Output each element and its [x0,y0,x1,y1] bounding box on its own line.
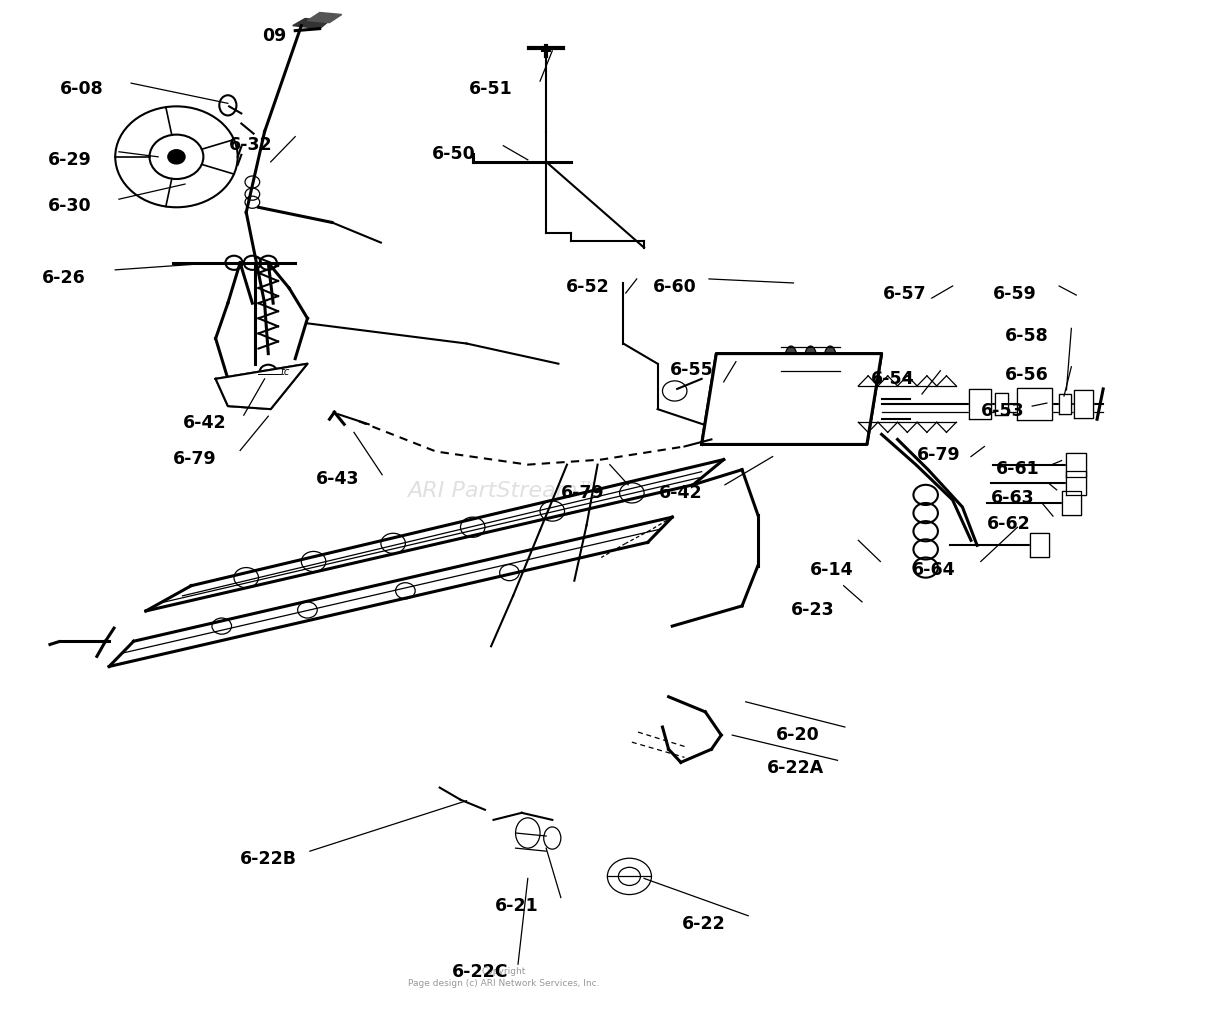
Text: 6-29: 6-29 [48,151,92,169]
Text: 6-42: 6-42 [183,413,226,432]
Bar [968,389,990,420]
Text: 6-52: 6-52 [566,278,610,295]
Text: 6-51: 6-51 [469,80,513,98]
Polygon shape [293,19,330,29]
Text: 6-21: 6-21 [494,896,539,914]
Text: 6-59: 6-59 [993,285,1037,302]
Text: 6-79: 6-79 [561,483,605,501]
Polygon shape [216,364,308,409]
Bar [995,393,1007,416]
Bar [1017,388,1052,421]
Polygon shape [1029,534,1049,558]
Bar [1066,453,1086,477]
Text: 6-14: 6-14 [810,560,853,578]
Text: 6-22A: 6-22A [767,758,823,776]
Ellipse shape [785,347,798,372]
Text: 6-30: 6-30 [48,197,92,215]
Text: 6-23: 6-23 [791,601,834,619]
Polygon shape [1061,491,1081,516]
Text: 6-55: 6-55 [670,360,714,378]
Text: 6-61: 6-61 [995,459,1039,477]
Bar [1029,534,1049,558]
Polygon shape [702,354,882,445]
Bar [1074,390,1093,419]
Text: 6-26: 6-26 [42,269,86,287]
Text: 6-42: 6-42 [659,483,702,501]
Text: 6-08: 6-08 [60,80,104,98]
Text: Page design (c) ARI Network Services, Inc.: Page design (c) ARI Network Services, In… [407,979,599,988]
Text: 6-79: 6-79 [917,445,961,463]
Text: 6-58: 6-58 [1005,328,1049,345]
Text: Copyright: Copyright [481,967,525,976]
Ellipse shape [805,347,817,372]
Ellipse shape [825,347,837,372]
Polygon shape [1066,471,1086,495]
Text: 6-22B: 6-22B [240,849,297,867]
Polygon shape [1059,394,1071,415]
Text: 6-64: 6-64 [912,560,956,578]
Polygon shape [1074,390,1093,419]
Polygon shape [1017,388,1052,421]
Text: ARI PartStream™: ARI PartStream™ [407,480,600,500]
Text: 6-22: 6-22 [682,914,726,932]
Polygon shape [968,389,990,420]
Text: 6-60: 6-60 [653,278,697,295]
Text: 09: 09 [263,26,286,44]
Text: 6-79: 6-79 [173,449,216,467]
Text: tc: tc [281,366,290,376]
Bar [1061,491,1081,516]
Text: 6-53: 6-53 [980,401,1025,420]
Text: 6-50: 6-50 [432,145,476,163]
Text: 6-32: 6-32 [229,135,272,154]
Polygon shape [308,13,342,23]
Text: 6-56: 6-56 [1005,365,1049,383]
Text: 6-20: 6-20 [777,725,820,743]
Text: 6-22C: 6-22C [452,962,508,981]
Text: 6-63: 6-63 [990,488,1034,507]
Text: 6-62: 6-62 [987,515,1031,533]
Text: 6-54: 6-54 [871,369,914,387]
Polygon shape [1066,453,1086,477]
Circle shape [168,151,185,165]
Polygon shape [995,393,1007,416]
Text: 6-43: 6-43 [317,469,360,487]
Bar [1066,471,1086,495]
Bar [1059,394,1071,415]
Text: 6-57: 6-57 [883,285,926,302]
